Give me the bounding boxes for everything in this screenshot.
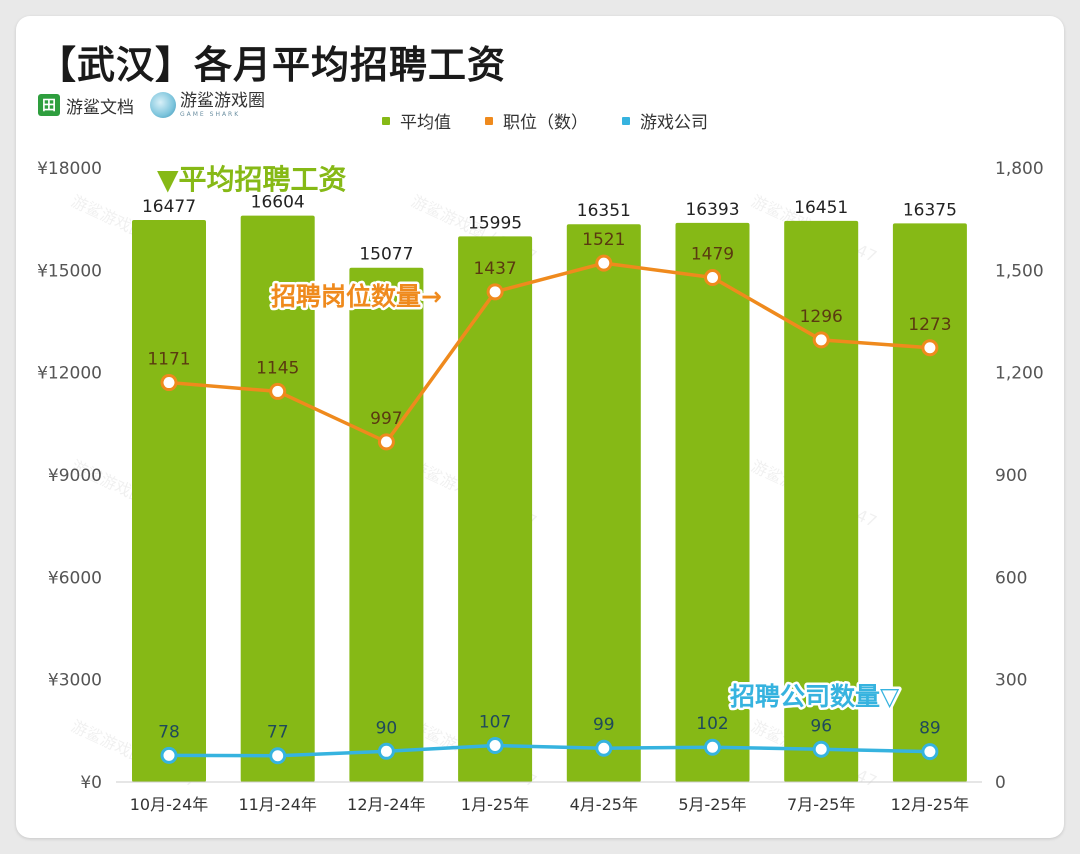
bar-label-3: 15995 — [468, 213, 522, 233]
doc-logo-icon: 田 — [38, 94, 60, 116]
x-axis-tick-6: 7月-25年 — [787, 795, 855, 814]
x-axis-tick-5: 5月-25年 — [678, 795, 746, 814]
shark-logo-icon — [150, 92, 176, 118]
bar-5 — [675, 222, 750, 783]
legend-item-jobs: 职位（数） — [485, 108, 588, 133]
legend-swatch-avg — [382, 116, 390, 125]
jobs-label-5: 1479 — [691, 244, 734, 264]
companies-label-5: 102 — [696, 714, 728, 734]
jobs-label-3: 1437 — [473, 259, 516, 279]
jobs-point-4 — [595, 254, 613, 272]
jobs-point-2 — [377, 433, 395, 451]
x-axis-tick-0: 10月-24年 — [130, 795, 209, 814]
companies-label-0: 78 — [158, 722, 180, 742]
bar-1 — [240, 215, 315, 782]
companies-label-2: 90 — [376, 718, 398, 738]
jobs-point-6 — [812, 331, 830, 349]
jobs-point-7 — [921, 339, 939, 357]
bar-label-5: 16393 — [685, 200, 739, 220]
x-axis-tick-3: 1月-25年 — [461, 795, 529, 814]
jobs-label-2: 997 — [370, 409, 402, 429]
companies-label-4: 99 — [593, 715, 615, 735]
companies-point-1 — [269, 747, 287, 765]
left-axis-tick-3: ¥9000 — [48, 466, 102, 486]
legend-item-companies: 游戏公司 — [622, 108, 708, 133]
jobs-point-3 — [486, 283, 504, 301]
companies-point-3 — [486, 737, 504, 755]
jobs-point-5 — [704, 268, 721, 286]
jobs-label-0: 1171 — [147, 350, 190, 370]
left-axis-tick-5: ¥15000 — [37, 261, 102, 281]
brand-doc-name: 游鲨文档 — [66, 97, 134, 118]
legend-swatch-jobs — [485, 116, 493, 125]
bar-3 — [458, 236, 533, 783]
right-axis-tick-6: 1,800 — [995, 159, 1044, 179]
companies-point-0 — [160, 746, 178, 764]
bar-label-6: 16451 — [794, 198, 848, 218]
bar-7 — [892, 223, 967, 783]
jobs-point-0 — [160, 374, 178, 392]
left-axis-tick-4: ¥12000 — [37, 364, 102, 384]
bar-4 — [566, 224, 641, 783]
brand-game: 游鲨游戏圈 GAME SHARK — [150, 92, 265, 118]
bar-6 — [784, 220, 859, 782]
right-axis-tick-4: 1,200 — [995, 364, 1044, 384]
brand-game-name: 游鲨游戏圈 — [180, 90, 265, 111]
brand-doc: 田 游鲨文档 — [38, 92, 134, 118]
x-axis-tick-7: 12月-25年 — [891, 795, 970, 814]
left-axis-tick-6: ¥18000 — [37, 159, 102, 179]
companies-point-6 — [812, 740, 830, 758]
right-axis-tick-2: 600 — [995, 568, 1027, 588]
jobs-label-4: 1521 — [582, 230, 625, 250]
companies-label-7: 89 — [919, 719, 941, 739]
companies-point-5 — [704, 738, 721, 756]
annotation-companies: 招聘公司数量▽ — [730, 682, 900, 711]
page-title: 【武汉】各月平均招聘工资 — [38, 43, 507, 87]
bar-label-7: 16375 — [903, 200, 957, 220]
bar-label-4: 16351 — [577, 201, 631, 221]
bar-label-2: 15077 — [359, 245, 413, 265]
legend-label-companies: 游戏公司 — [640, 113, 708, 133]
companies-label-3: 107 — [479, 713, 511, 733]
companies-line — [167, 743, 932, 758]
left-axis-tick-0: ¥0 — [80, 773, 102, 793]
companies-point-7 — [921, 743, 939, 761]
legend-label-avg: 平均值 — [400, 113, 451, 133]
chart-legend: 平均值 职位（数） 游戏公司 — [382, 108, 708, 133]
right-axis-tick-1: 300 — [995, 671, 1027, 691]
annotation-jobs: 招聘岗位数量→ — [271, 282, 442, 311]
companies-point-2 — [377, 742, 395, 760]
annotation-salary: ▼平均招聘工资 — [157, 163, 347, 196]
x-axis-tick-1: 11月-24年 — [238, 795, 317, 814]
bar-2 — [349, 267, 424, 782]
companies-label-1: 77 — [267, 723, 289, 743]
right-axis-tick-0: 0 — [995, 773, 1006, 793]
right-axis-tick-5: 1,500 — [995, 261, 1044, 281]
right-axis-tick-3: 900 — [995, 466, 1027, 486]
bar-label-0: 16477 — [142, 197, 196, 217]
bar-0 — [132, 219, 206, 782]
jobs-label-6: 1296 — [800, 307, 843, 327]
legend-item-avg: 平均值 — [382, 108, 451, 133]
left-axis-tick-2: ¥6000 — [48, 568, 102, 588]
brand-game-sub: GAME SHARK — [180, 110, 241, 118]
legend-swatch-companies — [622, 116, 630, 125]
x-axis-tick-4: 4月-25年 — [570, 795, 638, 814]
companies-point-4 — [595, 739, 613, 757]
bar-label-1: 16604 — [251, 193, 305, 213]
companies-label-6: 96 — [810, 716, 832, 736]
jobs-label-7: 1273 — [908, 315, 951, 335]
left-axis-tick-1: ¥3000 — [48, 671, 102, 691]
jobs-label-1: 1145 — [256, 358, 299, 378]
x-axis-tick-2: 12月-24年 — [347, 795, 426, 814]
jobs-point-1 — [269, 382, 287, 400]
jobs-line — [167, 261, 932, 444]
legend-label-jobs: 职位（数） — [503, 113, 588, 133]
